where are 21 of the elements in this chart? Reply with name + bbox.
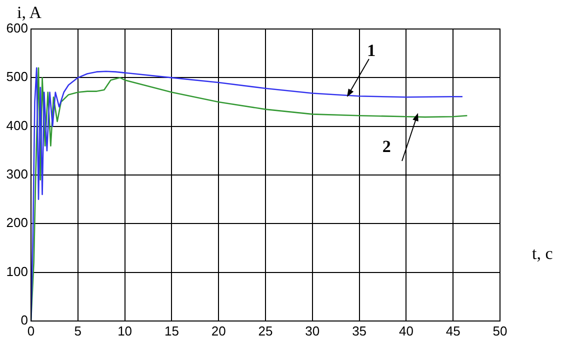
x-tick-label: 10	[118, 323, 132, 338]
x-tick-label: 5	[74, 323, 82, 338]
x-tick-label: 35	[352, 323, 367, 338]
y-tick-label: 0	[20, 312, 28, 328]
y-tick-label: 300	[6, 166, 28, 182]
y-tick-label: 100	[6, 264, 28, 279]
annotation: 1	[367, 41, 376, 62]
x-axis-title: t, c	[532, 244, 553, 264]
x-tick-label: 40	[398, 323, 414, 338]
y-tick-label: 400	[6, 118, 28, 133]
y-tick-label: 200	[6, 215, 28, 230]
y-axis-title: i, A	[17, 3, 42, 23]
y-tick-label: 600	[6, 20, 28, 36]
x-tick-label: 30	[305, 323, 320, 338]
x-tick-label: 25	[258, 323, 273, 338]
x-tick-label: 20	[211, 323, 226, 338]
y-tick-label: 500	[6, 69, 28, 84]
x-tick-label: 15	[164, 323, 179, 338]
x-tick-label: 45	[446, 323, 460, 338]
x-tick-label: 50	[492, 323, 508, 338]
annotation: 2	[382, 137, 391, 158]
